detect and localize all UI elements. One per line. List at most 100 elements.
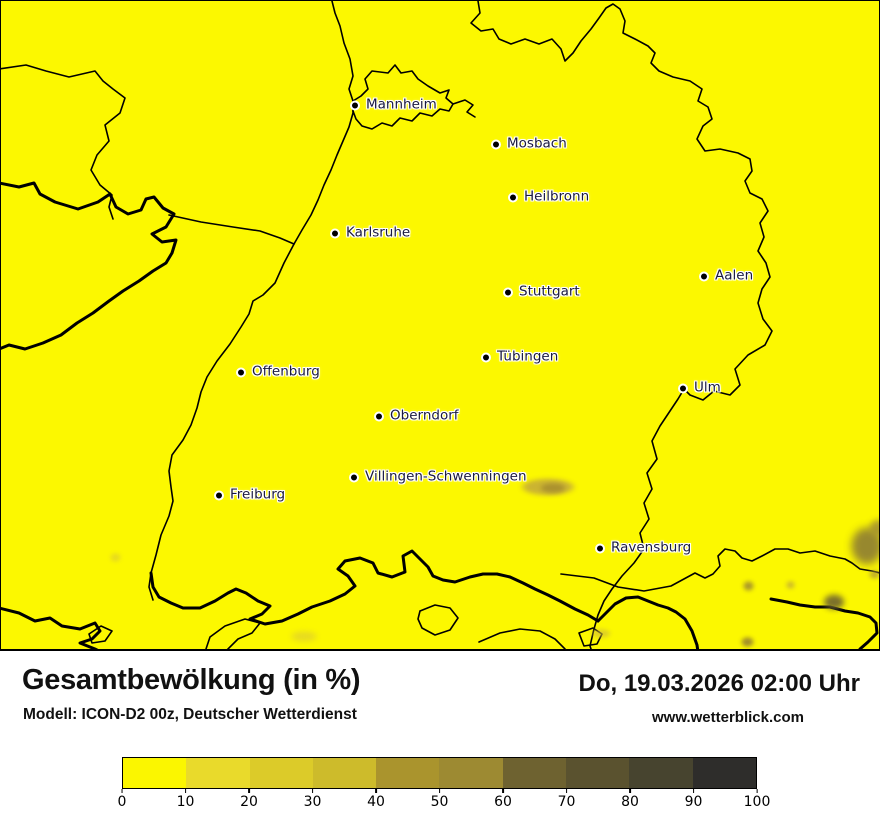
city-label: Aalen xyxy=(715,267,754,284)
city-marker: Mannheim xyxy=(350,96,437,113)
city-label: Ravensburg xyxy=(611,539,692,556)
cloud-patch xyxy=(109,552,121,562)
cloud-patch xyxy=(823,594,845,610)
city-dot-icon xyxy=(503,287,513,297)
city-marker: Offenburg xyxy=(236,363,320,380)
cloud-patch xyxy=(785,581,795,589)
colorbar-segment xyxy=(376,758,440,788)
city-marker: Ulm xyxy=(678,379,721,396)
tick-label: 10 xyxy=(176,794,195,810)
tick-label: 100 xyxy=(743,794,771,810)
weather-map: Mannheim Mosbach Heilbronn Karlsruhe Stuttga… xyxy=(0,0,880,651)
city-marker: Stuttgart xyxy=(503,283,580,300)
city-dot-icon xyxy=(481,352,491,362)
city-label: Heilbronn xyxy=(524,188,590,205)
city-marker: Oberndorf xyxy=(374,407,459,424)
colorbar-tick: 0 xyxy=(117,789,127,810)
city-dot-icon xyxy=(508,192,518,202)
colorbar-tick: 60 xyxy=(494,789,512,810)
forecast-datetime: Do, 19.03.2026 02:00 Uhr xyxy=(578,670,861,697)
cloud-patch xyxy=(591,628,611,638)
colorbar-segment xyxy=(439,758,503,788)
city-label: Ulm xyxy=(694,379,721,396)
city-marker: Heilbronn xyxy=(508,188,590,205)
city-layer: Mannheim Mosbach Heilbronn Karlsruhe Stuttga… xyxy=(1,1,879,649)
tick-mark xyxy=(565,789,568,793)
tick-mark xyxy=(438,789,441,793)
city-marker: Mosbach xyxy=(491,135,567,152)
city-marker: Freiburg xyxy=(214,486,286,503)
city-dot-icon xyxy=(349,472,359,482)
colorbar-segment xyxy=(186,758,250,788)
tick-mark xyxy=(375,789,377,793)
city-marker: Villingen-Schwenningen xyxy=(349,468,527,485)
tick-mark xyxy=(248,789,250,793)
colorbar-tick: 80 xyxy=(621,789,639,810)
model-subtitle: Modell: ICON-D2 00z, Deutscher Wetterdie… xyxy=(23,706,357,723)
tick-mark xyxy=(184,789,187,793)
city-label: Karlsruhe xyxy=(346,224,411,241)
colorbar-segment xyxy=(123,758,187,788)
cloud-cover-colorbar xyxy=(122,757,757,789)
website-label: www.wetterblick.com xyxy=(652,709,804,726)
tick-label: 50 xyxy=(430,794,449,810)
colorbar-tick: 100 xyxy=(743,789,771,810)
colorbar-tick: 90 xyxy=(684,789,703,810)
city-dot-icon xyxy=(374,411,384,421)
tick-mark xyxy=(121,789,123,793)
city-label: Oberndorf xyxy=(390,407,459,424)
city-dot-icon xyxy=(214,490,224,500)
cloud-patch xyxy=(740,637,754,647)
colorbar-tick: 70 xyxy=(557,789,576,810)
tick-mark xyxy=(756,789,758,793)
page-title: Gesamtbewölkung (in %) xyxy=(22,664,361,696)
city-dot-icon xyxy=(678,383,688,393)
tick-label: 40 xyxy=(367,794,385,810)
colorbar-segment xyxy=(692,758,756,788)
tick-label: 20 xyxy=(240,794,258,810)
tick-label: 70 xyxy=(557,794,576,810)
city-label: Mannheim xyxy=(366,96,437,113)
colorbar-ticks: 0 10 20 30 40 50 60 70 80 90 100 xyxy=(118,789,770,819)
city-label: Stuttgart xyxy=(519,283,580,300)
colorbar-segment xyxy=(566,758,630,788)
city-dot-icon xyxy=(236,367,246,377)
tick-mark xyxy=(502,789,504,793)
city-marker: Aalen xyxy=(699,267,754,284)
tick-label: 0 xyxy=(117,794,127,810)
tick-label: 90 xyxy=(684,794,703,810)
city-marker: Tübingen xyxy=(481,348,559,365)
cloud-patch xyxy=(290,630,318,642)
colorbar-segment xyxy=(249,758,313,788)
colorbar-segment xyxy=(502,758,567,788)
colorbar-tick: 40 xyxy=(367,789,385,810)
cloud-patch xyxy=(742,581,754,591)
cloud-patch xyxy=(868,569,879,579)
map-borders xyxy=(1,1,879,649)
colorbar-tick: 30 xyxy=(303,789,322,810)
cloud-patch xyxy=(869,519,879,537)
city-dot-icon xyxy=(330,228,340,238)
colorbar-segment xyxy=(312,758,377,788)
colorbar-segment xyxy=(629,758,693,788)
tick-label: 30 xyxy=(303,794,322,810)
city-label: Tübingen xyxy=(497,348,559,365)
city-label: Freiburg xyxy=(230,486,286,503)
cloud-cover-layer xyxy=(1,1,879,649)
city-dot-icon xyxy=(350,100,360,110)
city-dot-icon xyxy=(491,139,501,149)
colorbar-tick: 50 xyxy=(430,789,449,810)
city-marker: Karlsruhe xyxy=(330,224,411,241)
city-label: Offenburg xyxy=(252,363,320,380)
cloud-patch xyxy=(540,483,566,493)
tick-mark xyxy=(692,789,695,793)
tick-mark xyxy=(629,789,631,793)
city-label: Villingen-Schwenningen xyxy=(365,468,527,485)
footer: Gesamtbewölkung (in %) Modell: ICON-D2 0… xyxy=(0,652,880,830)
colorbar-tick: 20 xyxy=(240,789,258,810)
tick-label: 80 xyxy=(621,794,639,810)
tick-mark xyxy=(311,789,314,793)
city-dot-icon xyxy=(699,271,709,281)
city-label: Mosbach xyxy=(507,135,567,152)
city-dot-icon xyxy=(595,543,605,553)
